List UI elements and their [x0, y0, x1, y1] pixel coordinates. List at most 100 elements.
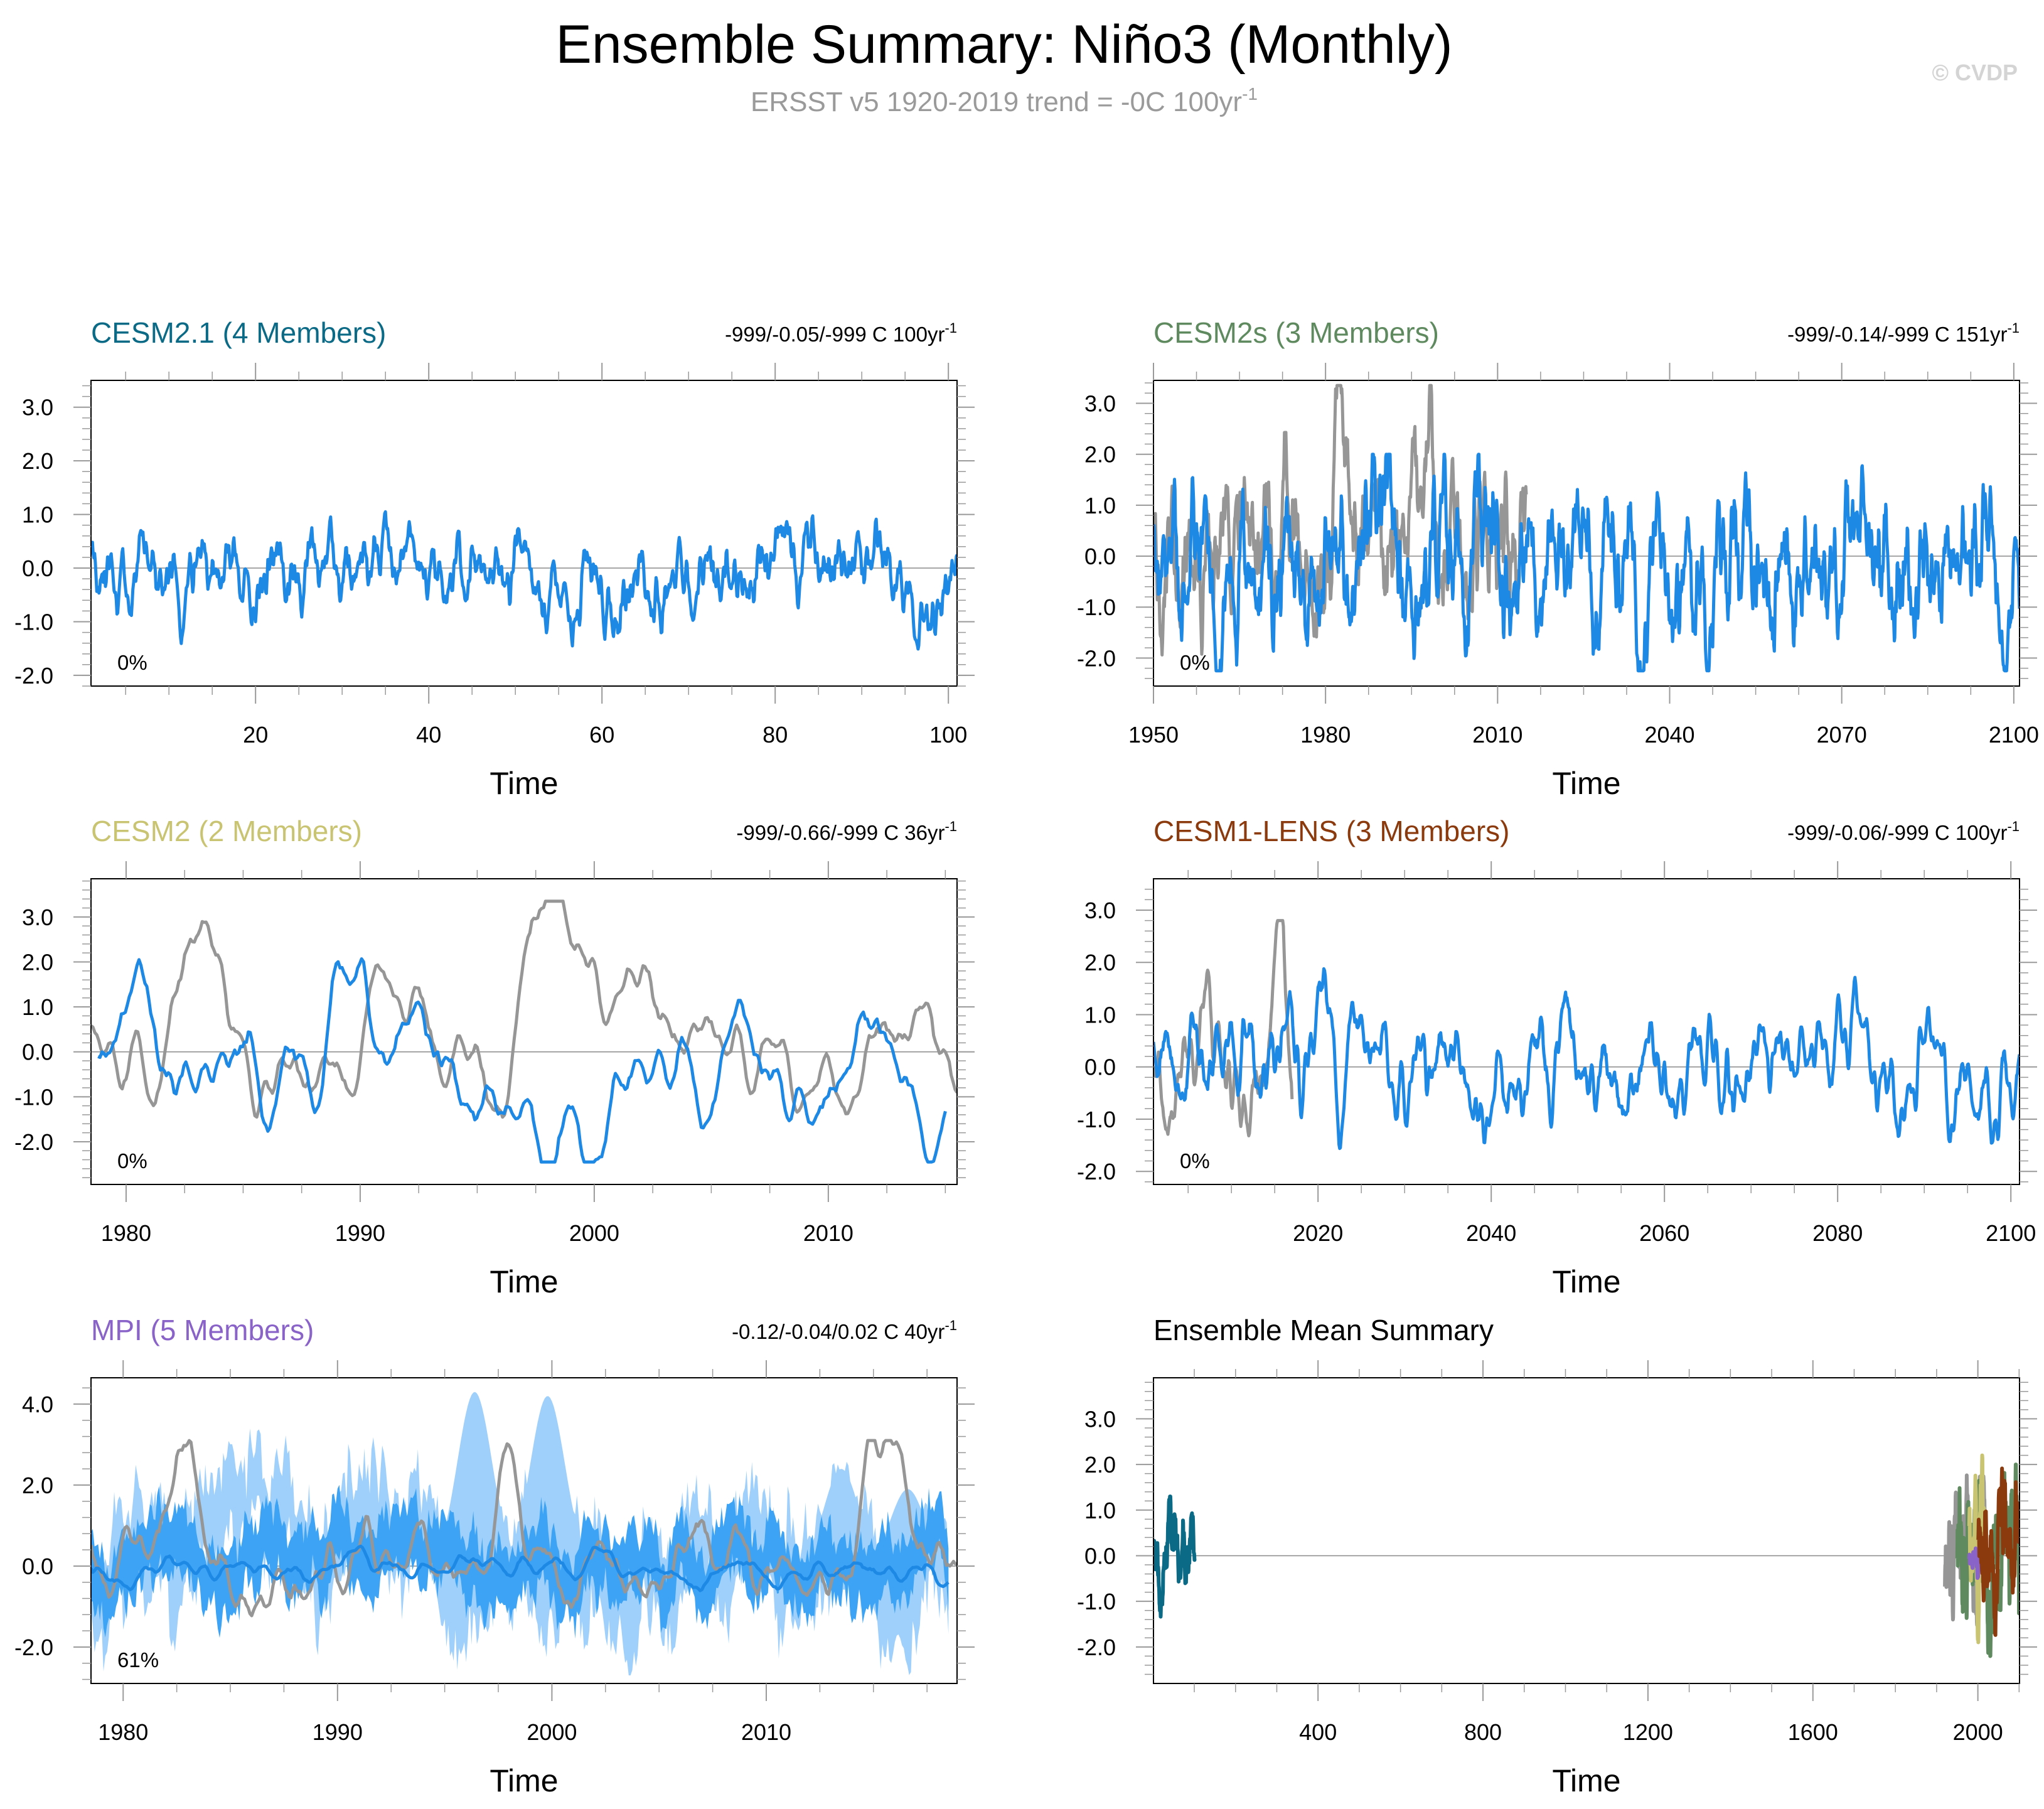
y-tick-label: 3.0	[22, 395, 53, 421]
x-axis-label: Time	[1552, 1264, 1620, 1299]
panel-trend-text: -999/-0.06/-999 C 100yr	[1787, 821, 2007, 844]
ensemble-member-line	[91, 510, 957, 651]
ensemble-member-line	[1153, 967, 2020, 1151]
panel-trend-label: -999/-0.66/-999 C 36yr-1	[736, 819, 957, 844]
ensemble-member-line	[91, 1544, 950, 1592]
x-tick-label: 1990	[313, 1719, 363, 1745]
x-tick-label: 1200	[1623, 1719, 1673, 1745]
y-tick-label: 0.0	[1084, 1543, 1116, 1569]
y-tick-label: 3.0	[22, 904, 53, 930]
plot-frame	[1153, 1377, 2020, 1684]
summary-series-line	[1153, 1495, 1197, 1619]
panel-title: Ensemble Mean Summary	[1153, 1314, 1494, 1346]
figure-subtitle: ERSST v5 1920-2019 trend = -0C 100yr-1	[751, 84, 1258, 117]
x-axis-label: Time	[490, 1763, 558, 1798]
x-tick-label: 1980	[1300, 722, 1351, 748]
y-tick-label: 1.0	[1084, 1498, 1116, 1523]
y-tick-label: 1.0	[1084, 1002, 1116, 1028]
summary-series-line	[1976, 1466, 2020, 1637]
figure-subtitle-text: ERSST v5 1920-2019 trend = -0C 100yr	[751, 87, 1242, 117]
panel-trend-label: -999/-0.06/-999 C 100yr-1	[1787, 819, 2020, 844]
x-tick-label: 1990	[335, 1220, 385, 1246]
percent-label: 0%	[117, 651, 147, 674]
panel-title: MPI (5 Members)	[91, 1314, 314, 1346]
y-tick-label: -1.0	[1077, 1107, 1116, 1132]
percent-label: 61%	[117, 1648, 159, 1672]
x-tick-label: 2100	[1989, 722, 2039, 748]
y-tick-label: 1.0	[22, 994, 53, 1020]
plot-frame	[1153, 380, 2020, 687]
plot-area	[1153, 384, 2020, 673]
ensemble-member-line	[97, 957, 947, 1164]
y-tick-label: -1.0	[14, 609, 53, 635]
panel-title: CESM1-LENS (3 Members)	[1153, 815, 1509, 847]
panel-trend-sup: -1	[944, 1318, 957, 1333]
x-tick-label: 2020	[1293, 1220, 1343, 1246]
y-tick-label: 3.0	[1084, 1406, 1116, 1432]
x-tick-label: 100	[929, 722, 967, 748]
panel-trend-text: -0.12/-0.04/0.02 C 40yr	[732, 1320, 944, 1343]
plot-frame	[90, 878, 958, 1185]
panel-trend-label: -999/-0.05/-999 C 100yr-1	[725, 320, 957, 346]
x-tick-label: 2040	[1644, 722, 1694, 748]
x-tick-label: 2000	[1953, 1719, 2003, 1745]
x-tick-label: 60	[589, 722, 614, 748]
percent-label: 0%	[117, 1149, 147, 1173]
panel-cesm2: CESM2 (2 Members) -999/-0.66/-999 C 36yr-…	[14, 815, 975, 1299]
x-axis-label: Time	[1552, 1763, 1620, 1798]
percent-label: 0%	[1180, 651, 1210, 674]
y-tick-label: 0.0	[22, 1554, 53, 1579]
panel-cesm2s: CESM2s (3 Members) -999/-0.14/-999 C 151y…	[1077, 316, 2039, 801]
panel-title: CESM2s (3 Members)	[1153, 316, 1439, 349]
y-tick-label: 2.0	[1084, 442, 1116, 468]
panel-trend-text: -999/-0.14/-999 C 151yr	[1787, 323, 2007, 346]
y-tick-label: -1.0	[1077, 594, 1116, 620]
figure-subtitle-sup: -1	[1242, 84, 1258, 104]
x-axis-label: Time	[490, 1264, 558, 1299]
y-tick-label: 2.0	[22, 949, 53, 975]
y-tick-label: 0.0	[1084, 544, 1116, 569]
panel-trend-text: -999/-0.05/-999 C 100yr	[725, 323, 944, 346]
panel-trend-label: -999/-0.14/-999 C 151yr-1	[1787, 320, 2020, 346]
y-tick-label: -1.0	[14, 1084, 53, 1110]
panel-cesm2-1: CESM2.1 (4 Members) -999/-0.05/-999 C 100…	[14, 316, 975, 801]
x-tick-label: 1600	[1788, 1719, 1838, 1745]
y-tick-label: -2.0	[14, 1635, 53, 1660]
x-tick-label: 1980	[98, 1719, 148, 1745]
observation-line	[1153, 919, 1294, 1137]
panel-ensemble-mean-summary: Ensemble Mean Summary -2.0 -1.0 0.0 1.0 2.0 3.…	[1077, 1314, 2037, 1798]
y-tick-label: 0.0	[1084, 1055, 1116, 1080]
panel-title: CESM2 (2 Members)	[91, 815, 362, 847]
y-tick-label: -2.0	[1077, 1635, 1116, 1660]
y-tick-label: 2.0	[1084, 1452, 1116, 1478]
plot-frame	[1153, 878, 2020, 1185]
ensemble-member-line	[1153, 453, 2020, 673]
plot-area	[91, 510, 957, 651]
observation-line	[91, 1439, 957, 1618]
y-tick-label: -1.0	[1077, 1589, 1116, 1614]
x-tick-label: 2010	[1472, 722, 1522, 748]
x-tick-label: 2070	[1817, 722, 1867, 748]
plot-frame	[90, 1377, 958, 1684]
plot-area	[91, 1392, 957, 1676]
y-tick-label: 0.0	[22, 556, 53, 581]
y-tick-label: 3.0	[1084, 391, 1116, 417]
panel-trend-label: -0.12/-0.04/0.02 C 40yr-1	[732, 1318, 957, 1343]
x-axis-label: Time	[490, 766, 558, 801]
x-tick-label: 2100	[1986, 1220, 2036, 1246]
x-axis-label: Time	[1552, 766, 1620, 801]
x-tick-label: 2010	[803, 1220, 853, 1246]
panel-trend-text: -999/-0.66/-999 C 36yr	[736, 821, 944, 844]
x-tick-label: 1950	[1128, 722, 1179, 748]
y-tick-label: 3.0	[1084, 898, 1116, 923]
ensemble-spread-outer	[91, 1392, 949, 1676]
x-tick-label: 80	[762, 722, 788, 748]
panel-trend-sup: -1	[944, 819, 957, 834]
x-tick-label: 2000	[527, 1719, 577, 1745]
x-tick-label: 2080	[1812, 1220, 1863, 1246]
y-tick-label: 1.0	[22, 502, 53, 528]
y-tick-label: -2.0	[1077, 645, 1116, 671]
plot-area	[1153, 1453, 2020, 1658]
panel-trend-sup: -1	[2007, 320, 2020, 336]
x-tick-label: 40	[416, 722, 441, 748]
